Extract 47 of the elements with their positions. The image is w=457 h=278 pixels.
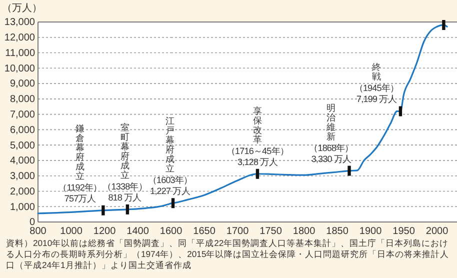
x-tick-label: 1400 [126, 226, 150, 238]
y-tick-label: 5,000 [10, 140, 36, 152]
annotation: 757万人 [64, 193, 96, 204]
y-tick-label: 7,000 [10, 110, 36, 121]
y-tick-label: 13,000 [4, 17, 36, 28]
x-tick-label: 1200 [93, 226, 116, 238]
x-tick-label: 1750 [260, 226, 282, 238]
x-tick-label: 1900 [359, 226, 382, 238]
y-tick-label: 3,000 [10, 171, 36, 182]
annotation: 鎌倉幕府成立 [75, 123, 84, 181]
annotation: （1716～45年） [226, 146, 288, 156]
y-tick-label: 8,000 [10, 94, 36, 106]
y-tick-label: 12,000 [4, 32, 36, 44]
annotation: 818 万人 [108, 192, 142, 202]
y-tick-label: 4,000 [10, 156, 36, 167]
annotation: 享保改革 [252, 106, 262, 144]
annotation: （1868年） [309, 142, 354, 153]
x-tick-label: 1000 [60, 226, 83, 238]
annotation: 7,199 万人 [356, 94, 397, 104]
annotation: 江戸幕府成立 [166, 116, 175, 174]
y-tick-label: 11,000 [5, 48, 36, 59]
y-tick-label: 1,000 [10, 202, 36, 213]
x-tick-label: 1650 [193, 226, 216, 238]
y-tick-label: 2,000 [10, 186, 36, 198]
x-tick-label: 1600 [160, 226, 183, 238]
y-tick-label: 0 [29, 217, 36, 228]
x-tick-label: 1800 [292, 226, 316, 238]
text: 資料）2010年以前は総務省「国勢調査」、同「平成22年国勢調査人口等基本集計」、国土庁「日本列島における人口分布の長期時系列分析」（1974年）、2015年以降は国立社会保障・人口問題研究所「日本の将来推計人口（平成24年1月推計）」より国土交通省作成 [6, 238, 450, 270]
annotation: 1,227 万人 [150, 186, 190, 196]
x-tick-label: 1700 [226, 226, 250, 238]
y-tick-label: 6,000 [10, 124, 36, 136]
x-tick-label: 1950 [392, 226, 416, 238]
annotation: 室町幕府成立 [120, 122, 130, 180]
annotation: （1945年） [354, 83, 399, 94]
x-tick-label: 800 [30, 226, 47, 238]
annotation: （1603年） [148, 175, 192, 186]
annotation: 3,330 万人 [311, 154, 352, 164]
annotation: 終戦 [370, 62, 381, 82]
annotation: （1338年） [102, 181, 147, 192]
annotation: 明治維新 [326, 102, 336, 142]
x-tick-label: 2000 [426, 226, 449, 238]
annotation: 3,128 万人 [238, 156, 278, 167]
x-tick-label: 1850 [326, 226, 349, 238]
y-tick-label: 9,000 [10, 78, 36, 90]
y-tick-label: 10,000 [4, 63, 36, 74]
annotation: （1192年） [58, 182, 102, 192]
y-axis-title: （万人） [2, 3, 42, 14]
